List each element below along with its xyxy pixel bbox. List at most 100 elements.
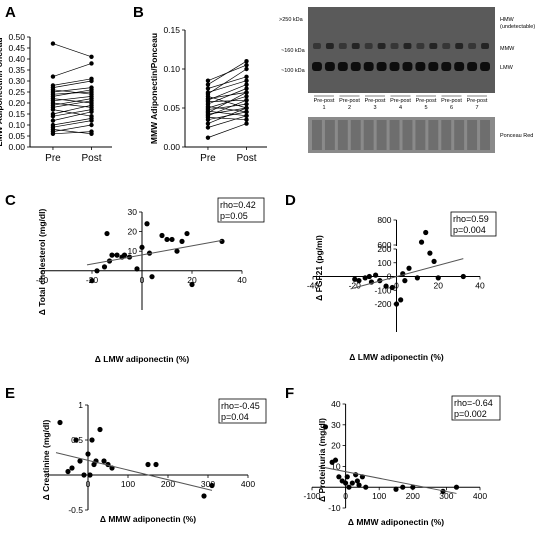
y-tick-label: 0.05 — [8, 131, 25, 141]
pair-line — [52, 98, 92, 104]
pair-line — [207, 115, 247, 128]
regression-line — [318, 465, 457, 494]
scatter-point — [65, 468, 71, 475]
ponceau-lane — [428, 120, 439, 150]
mmw-band — [351, 43, 360, 49]
mmw-band — [377, 43, 386, 49]
ponceau-lane — [389, 120, 400, 150]
pre-point — [205, 78, 211, 83]
post-point — [244, 78, 249, 83]
x-tick-label: -100 — [303, 491, 320, 501]
panel-letter-e: E — [5, 385, 15, 402]
scatter-point — [169, 236, 175, 243]
x-tick-label: 100 — [121, 479, 135, 489]
mmw-band — [416, 43, 425, 49]
rho-value: rho=0.42 — [220, 200, 256, 210]
y-tick-label: 20 — [331, 441, 341, 451]
scatter-point — [344, 474, 350, 480]
post-point — [244, 98, 249, 103]
post-point — [89, 129, 94, 134]
post-point — [244, 101, 249, 107]
ponceau-lane — [337, 120, 348, 150]
y-tick-label: 0.15 — [8, 109, 25, 119]
kda-label-160: ~160 kDa — [281, 48, 306, 54]
x-tick-label: 200 — [406, 491, 420, 501]
post-point — [89, 98, 94, 104]
post-point — [244, 74, 249, 80]
lmw-band — [363, 62, 374, 71]
x-tick-label: 100 — [372, 491, 386, 501]
mmw-band — [403, 43, 412, 49]
scatter-point — [352, 276, 358, 282]
lane-label: Pre-post 7 — [467, 98, 488, 111]
scatter-point — [201, 493, 207, 499]
x-axis-label: Δ MMW adiponectin (%) — [348, 517, 444, 527]
y-tick-label: 30 — [128, 207, 138, 217]
pair-line — [52, 111, 92, 121]
mmw-band — [313, 43, 321, 49]
scatter-point — [366, 273, 372, 280]
post-point — [244, 121, 249, 126]
y-tick-label: 0.10 — [8, 120, 25, 130]
scatter-point — [219, 238, 225, 244]
x-tick-label: 300 — [201, 479, 215, 489]
mmw-band — [429, 43, 438, 49]
post-point — [244, 90, 249, 95]
ponceau-lane — [350, 120, 361, 150]
pre-point — [50, 107, 56, 112]
stats-box — [451, 395, 501, 421]
scatter-point — [414, 275, 420, 281]
lmw-band — [480, 62, 490, 71]
pair-line — [52, 109, 92, 117]
lmw-band — [415, 62, 426, 71]
pre-point — [205, 82, 211, 87]
pair-line — [52, 43, 92, 58]
y-tick-label: 800 — [377, 215, 391, 225]
band-label-hmw: HMW (undetectable) — [500, 17, 535, 30]
chart-b: 0.00 0.05 0.10 0.15 Pre Post MMW Adiponectin/P… — [149, 25, 267, 164]
y-tick-label: 20 — [128, 227, 138, 237]
y-tick-label: -0.5 — [68, 505, 83, 515]
pre-point — [205, 125, 211, 130]
y-tick-label: -200 — [374, 299, 391, 309]
ponceau-lane — [467, 120, 478, 150]
lmw-band — [402, 62, 413, 71]
x-tick-label: Pre — [45, 153, 61, 164]
pair-line — [207, 106, 247, 113]
ponceau-lane — [363, 120, 374, 150]
ponceau-lane — [415, 120, 426, 150]
x-tick-label: Pre — [200, 153, 216, 164]
lmw-band — [441, 62, 452, 71]
y-tick-label: 0.30 — [8, 76, 25, 86]
pre-point — [50, 131, 56, 136]
pre-point — [205, 117, 211, 122]
y-axis-label: Δ Proteinuria (mg/dl) — [317, 418, 327, 502]
y-tick-label: 0.20 — [8, 98, 25, 108]
x-tick-label: 0 — [140, 275, 145, 285]
chart-c: -40-2002040102030rho=0.42p=0.05Δ LMW adi… — [36, 197, 265, 364]
x-axis-label: Δ MMW adiponectin (%) — [100, 514, 196, 524]
y-tick-label: 0.00 — [163, 142, 180, 152]
scatter-point — [159, 232, 165, 239]
pair-line — [52, 129, 92, 135]
pair-line — [207, 92, 247, 113]
pair-line — [52, 98, 92, 106]
scatter-point — [101, 264, 108, 270]
pair-line — [52, 63, 92, 77]
pair-line — [207, 99, 247, 117]
lmw-band — [467, 62, 478, 71]
scatter-point — [89, 437, 95, 443]
scatter-point — [179, 238, 185, 244]
y-tick-label: -100 — [374, 285, 391, 295]
y-tick-label: 30 — [331, 420, 341, 430]
post-point — [89, 87, 94, 93]
pair-line — [207, 76, 247, 89]
scatter-point — [343, 480, 349, 486]
post-point — [89, 78, 94, 84]
rho-value: rho=0.59 — [453, 214, 489, 224]
scatter-point — [109, 252, 115, 258]
x-tick-label: -40 — [307, 281, 320, 291]
stats-box — [218, 398, 267, 424]
chart-f: -100 0 100 200 300 400 -10 10 20 30 40 rho=-0.64p=0… — [303, 395, 501, 527]
scatter-point — [373, 272, 379, 278]
